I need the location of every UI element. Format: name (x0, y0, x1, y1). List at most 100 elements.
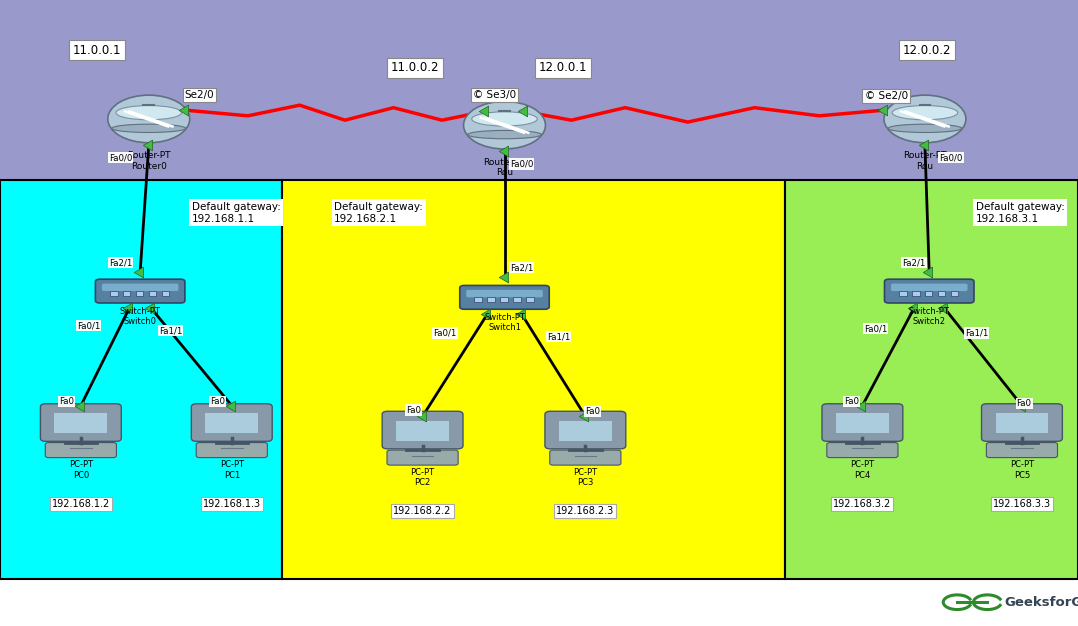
Bar (559, 421, 612, 441)
Text: 192.168.3.3: 192.168.3.3 (993, 499, 1051, 509)
FancyBboxPatch shape (884, 279, 975, 303)
Bar (397, 421, 450, 441)
Bar (487, 297, 495, 302)
Text: Fa0: Fa0 (585, 408, 600, 416)
Bar (282, 180, 785, 579)
FancyBboxPatch shape (545, 411, 625, 449)
Bar (925, 291, 932, 296)
Ellipse shape (893, 106, 957, 120)
FancyBboxPatch shape (101, 284, 179, 291)
Bar (0, 180, 282, 579)
Bar (899, 291, 907, 296)
Text: Fa0/0: Fa0/0 (510, 160, 534, 168)
FancyBboxPatch shape (45, 443, 116, 458)
Text: PC-PT
PC2: PC-PT PC2 (411, 468, 434, 487)
Text: Router-PT
Rou: Router-PT Rou (483, 158, 526, 177)
Text: Fa2/1: Fa2/1 (510, 264, 534, 272)
Text: 192.168.2.3: 192.168.2.3 (556, 506, 614, 516)
Text: Fa2/1: Fa2/1 (902, 259, 926, 267)
Text: 12.0.0.2: 12.0.0.2 (903, 44, 951, 56)
Text: Fa0/1: Fa0/1 (863, 324, 887, 333)
Text: Switch-PT
Switch1: Switch-PT Switch1 (484, 313, 525, 332)
Bar (513, 297, 521, 302)
Text: Router-PT
Rou: Router-PT Rou (903, 151, 946, 171)
Text: 12.0.0.1: 12.0.0.1 (539, 61, 586, 74)
Bar (912, 291, 920, 296)
Text: © Se2/0: © Se2/0 (865, 91, 908, 101)
Text: Fa0/1: Fa0/1 (433, 329, 457, 337)
Text: Fa2/1: Fa2/1 (109, 259, 133, 267)
Text: 11.0.0.1: 11.0.0.1 (73, 44, 121, 56)
Bar (136, 291, 143, 296)
Bar (500, 297, 508, 302)
Text: Fa0/0: Fa0/0 (939, 153, 963, 162)
Text: 192.168.1.2: 192.168.1.2 (52, 499, 110, 509)
Text: Fa0: Fa0 (210, 398, 225, 406)
Text: Fa1/1: Fa1/1 (547, 332, 570, 341)
FancyBboxPatch shape (986, 443, 1058, 458)
Ellipse shape (468, 130, 541, 139)
Text: Default gateway:
192.168.2.1: Default gateway: 192.168.2.1 (334, 202, 423, 223)
Text: Fa0/1: Fa0/1 (77, 321, 100, 330)
Text: GeeksforGeeks: GeeksforGeeks (1005, 596, 1078, 608)
FancyBboxPatch shape (550, 450, 621, 465)
Text: Router-PT
Router0: Router-PT Router0 (127, 151, 170, 171)
FancyBboxPatch shape (192, 404, 272, 441)
Text: Fa0: Fa0 (844, 398, 859, 406)
Bar (149, 291, 156, 296)
Text: Default gateway:
192.168.1.1: Default gateway: 192.168.1.1 (192, 202, 280, 223)
Circle shape (108, 95, 190, 143)
Ellipse shape (888, 124, 962, 133)
Text: Fa0: Fa0 (406, 406, 421, 414)
FancyBboxPatch shape (387, 450, 458, 465)
FancyBboxPatch shape (823, 404, 903, 441)
Text: Se2/0: Se2/0 (184, 90, 215, 100)
Text: Default gateway:
192.168.3.1: Default gateway: 192.168.3.1 (976, 202, 1064, 223)
Ellipse shape (116, 106, 181, 120)
Text: Fa0/0: Fa0/0 (109, 153, 133, 162)
Text: PC-PT
PC3: PC-PT PC3 (573, 468, 597, 487)
FancyBboxPatch shape (467, 290, 543, 297)
Bar (996, 413, 1048, 433)
FancyBboxPatch shape (196, 443, 267, 458)
Bar (526, 297, 534, 302)
FancyBboxPatch shape (41, 404, 121, 441)
Text: 11.0.0.2: 11.0.0.2 (391, 61, 439, 74)
Bar (0, 579, 1078, 626)
Bar (837, 413, 888, 433)
Text: PC-PT
PC5: PC-PT PC5 (1010, 460, 1034, 480)
Bar (0, 0, 1078, 180)
Bar (938, 291, 945, 296)
Bar (474, 297, 482, 302)
Text: 192.168.2.2: 192.168.2.2 (393, 506, 452, 516)
Ellipse shape (112, 124, 185, 133)
Text: © Se3/0: © Se3/0 (473, 90, 516, 100)
Text: PC-PT
PC1: PC-PT PC1 (220, 460, 244, 480)
Bar (162, 291, 169, 296)
FancyBboxPatch shape (460, 285, 550, 309)
Text: Switch-PT
Switch2: Switch-PT Switch2 (909, 307, 950, 326)
Circle shape (464, 101, 545, 149)
Bar (123, 291, 130, 296)
FancyBboxPatch shape (827, 443, 898, 458)
Text: PC-PT
PC0: PC-PT PC0 (69, 460, 93, 480)
Text: Switch-PT
Switch0: Switch-PT Switch0 (120, 307, 161, 326)
Text: 192.168.1.3: 192.168.1.3 (203, 499, 261, 509)
FancyBboxPatch shape (890, 284, 968, 291)
Bar (54, 413, 107, 433)
Ellipse shape (472, 112, 537, 126)
Text: Fa0: Fa0 (1017, 399, 1032, 408)
Text: PC-PT
PC4: PC-PT PC4 (851, 460, 874, 480)
FancyBboxPatch shape (383, 411, 464, 449)
Bar (951, 291, 958, 296)
FancyBboxPatch shape (95, 279, 185, 303)
Bar (785, 180, 1078, 579)
Text: Fa0: Fa0 (59, 398, 74, 406)
Text: 192.168.3.2: 192.168.3.2 (833, 499, 892, 509)
Text: Fa1/1: Fa1/1 (965, 329, 989, 337)
Text: Fa1/1: Fa1/1 (158, 326, 182, 335)
Circle shape (884, 95, 966, 143)
Bar (205, 413, 259, 433)
FancyBboxPatch shape (981, 404, 1062, 441)
Bar (110, 291, 118, 296)
